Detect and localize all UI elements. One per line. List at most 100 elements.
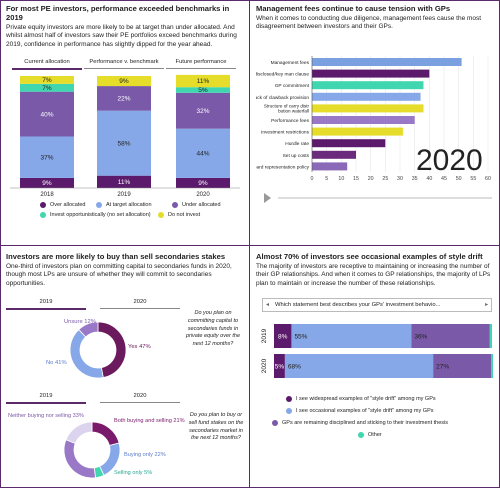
legend-disciplined: GPs are remaining disciplined and sticki… — [272, 420, 448, 426]
bar-segment — [176, 92, 230, 129]
x-tick-label: 35 — [412, 176, 418, 182]
category-label: Structure of carry distr — [264, 103, 310, 108]
legend-do-not-invest: Do not invest — [158, 212, 200, 218]
question-buy-sell: Do you plan to buy or sell fund stakes o… — [188, 412, 244, 442]
slice-label: Both buying and selling 21% — [114, 418, 185, 424]
panel1-title: For most PE investors, performance excee… — [6, 4, 230, 22]
legend-widespread: I see widespread examples of "style drif… — [286, 396, 436, 402]
year-label: 2020 — [416, 144, 483, 177]
category-label: Undisclosed/key man clause — [256, 72, 309, 78]
panel3-title: Investors are more likely to buy than se… — [6, 252, 226, 261]
bar-label: 68% — [288, 363, 301, 370]
donut-slice — [91, 421, 120, 447]
bar-label: 9% — [119, 78, 129, 85]
panel-secondaries: Investors are more likely to buy than se… — [6, 252, 244, 288]
bar-segment — [176, 177, 230, 188]
x-tick-label: 55 — [470, 176, 476, 182]
bar-segment — [20, 136, 74, 178]
bar-segment — [291, 324, 412, 348]
legend-under-allocated: Under allocated — [172, 202, 221, 208]
bar-segment — [274, 354, 285, 378]
legend-other: Other — [358, 432, 382, 438]
statement-dropdown[interactable]: ◂ Which statement best describes your GP… — [262, 298, 492, 312]
category-label: 2020 — [196, 192, 210, 198]
dropdown-left-arrow[interactable]: ◂ — [266, 302, 269, 308]
category-label: Board representation policy — [256, 164, 310, 170]
panel-allocation: For most PE investors, performance excee… — [6, 4, 244, 49]
panel2-title: Management fees continue to cause tensio… — [256, 4, 451, 13]
vertical-divider — [249, 0, 250, 488]
fee-bar — [312, 116, 415, 124]
bar-segment — [284, 354, 434, 378]
legend-label: Invest opportunistically (no set allocat… — [50, 212, 151, 218]
bar-segment — [176, 128, 230, 178]
tab-2019-b[interactable]: 2019 — [6, 390, 86, 404]
donut-slice — [78, 321, 99, 338]
timeline-slider[interactable] — [264, 192, 494, 206]
x-tick-label: 50 — [456, 176, 462, 182]
donut-slice — [63, 439, 96, 479]
legend-dot — [286, 396, 292, 402]
slice-label: Selling only 5% — [114, 470, 152, 476]
bar-label: 5% — [198, 87, 208, 94]
bar-label: 44% — [196, 150, 209, 157]
bar-label: 7% — [42, 85, 52, 92]
category-label: 2019 — [117, 192, 131, 198]
x-tick-label: 10 — [338, 176, 344, 182]
tab-future-performance[interactable]: Future performance — [166, 56, 236, 69]
legend-dot — [172, 202, 178, 208]
bar-segment — [411, 324, 490, 348]
fees-horizontal-bar-chart: 0 5 10 15 20 25 30 35 40 45 50 55 60 Management fees U… — [256, 56, 491, 182]
bar-segment — [176, 74, 230, 88]
bar-segment — [20, 91, 74, 137]
category-label: Management fees — [271, 60, 310, 66]
fee-bar — [312, 162, 348, 171]
bar-label: 22% — [117, 96, 130, 103]
bar-label: 27% — [436, 363, 449, 370]
secondaries-buy-sell-donut: Both buying and selling 21% Buying only 2… — [8, 413, 185, 479]
tab-2020-a[interactable]: 2020 — [100, 296, 180, 309]
legend-dot — [158, 212, 164, 218]
legend-label: Do not invest — [168, 212, 201, 218]
play-button[interactable] — [264, 193, 271, 203]
x-tick-label: 45 — [441, 176, 447, 182]
category-label: Investment restrictions — [261, 130, 310, 136]
panel-style-drift: Almost 70% of investors see occasional e… — [256, 252, 494, 288]
legend-label: I see widespread examples of "style drif… — [296, 396, 436, 402]
x-tick-label: 5 — [325, 176, 328, 182]
bar-label: 55% — [294, 333, 307, 340]
panel1-subtitle: Private equity investors are more likely… — [6, 24, 237, 48]
x-tick-label: 60 — [485, 176, 491, 182]
horizontal-divider — [0, 245, 500, 246]
bar-segment — [97, 175, 151, 188]
secondaries-commit-donut: Yes 47% No 41% Unsure 12% — [46, 319, 151, 379]
legend-label: At target allocation — [106, 202, 152, 208]
legend-label: Under allocated — [182, 202, 221, 208]
bar-segment — [274, 324, 292, 348]
x-tick-label: 40 — [426, 176, 432, 182]
legend-opportunistic: Invest opportunistically (no set allocat… — [40, 212, 151, 218]
legend-occasional: I see occasional examples of "style drif… — [286, 408, 434, 414]
legend-dot — [96, 202, 102, 208]
category-label: bution waterfall — [278, 108, 309, 113]
fee-bar — [312, 104, 424, 113]
bar-segment — [20, 76, 74, 84]
category-label: 2018 — [40, 192, 54, 198]
bar-label: 40% — [40, 111, 53, 118]
tab-current-allocation[interactable]: Current allocation — [12, 56, 82, 70]
legend-over-allocated: Over allocated — [40, 202, 85, 208]
tab-2020-b[interactable]: 2020 — [100, 390, 180, 403]
x-tick-label: 15 — [353, 176, 359, 182]
panel3-subtitle: One-third of investors plan on committin… — [6, 263, 232, 287]
bar-segment — [433, 354, 492, 378]
tab-2019-a[interactable]: 2019 — [6, 296, 86, 310]
panel4-title: Almost 70% of investors see occasional e… — [256, 252, 483, 261]
legend-dot — [286, 408, 292, 414]
category-label: Set up costs — [283, 153, 310, 159]
dropdown-right-arrow[interactable]: ▸ — [485, 302, 488, 308]
bar-label: 11% — [197, 78, 210, 85]
slider-track[interactable] — [278, 197, 492, 199]
bar-segment — [97, 110, 151, 176]
slice-label: Unsure 12% — [64, 319, 96, 325]
tab-performance-benchmark[interactable]: Performance v. benchmark — [84, 56, 164, 69]
